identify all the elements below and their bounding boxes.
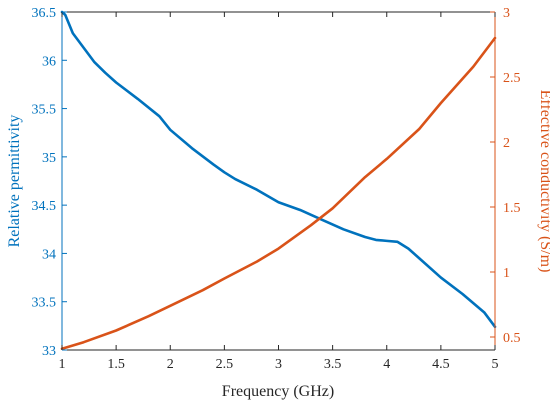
x-tick-label: 4.5 — [432, 357, 450, 372]
x-axis-title: Frequency (GHz) — [222, 383, 334, 400]
x-tick-label: 2 — [167, 357, 174, 372]
y-left-tick-label: 33.5 — [32, 296, 57, 311]
x-tick-label: 2.5 — [216, 357, 234, 372]
y-right-tick-label: 1 — [503, 266, 510, 281]
x-tick-label: 3.5 — [324, 357, 342, 372]
y-left-tick-label: 35.5 — [32, 103, 57, 118]
y-right-tick-label: 2 — [503, 136, 510, 151]
y-left-tick-label: 34.5 — [32, 199, 57, 214]
x-tick-label: 1.5 — [107, 357, 125, 372]
x-tick-label: 1 — [59, 357, 66, 372]
x-tick-label: 5 — [492, 357, 499, 372]
x-tick-label: 4 — [383, 357, 390, 372]
y-left-tick-label: 34 — [42, 247, 56, 262]
y-left-tick-label: 35 — [42, 151, 56, 166]
y-left-tick-label: 36 — [42, 54, 56, 69]
y-left-tick-label: 36.5 — [32, 6, 57, 21]
series-layer — [60, 10, 497, 351]
y-left-tick-label: 33 — [42, 344, 56, 359]
y-right-tick-label: 1.5 — [503, 201, 521, 216]
y-left-axis-title: Relative permittivity — [6, 115, 23, 248]
conductivity-series-line — [60, 36, 497, 351]
ticks-layer: 1 1.5 2 2.5 3 3.5 4 4.5 53333.53434.53535.53636.… — [32, 6, 521, 372]
permittivity-series-line — [60, 10, 497, 329]
plot-background — [62, 12, 495, 350]
y-right-tick-label: 3 — [503, 6, 510, 21]
y-right-axis-title: Effective conductivity (S/m) — [537, 90, 550, 273]
y-right-tick-label: 2.5 — [503, 71, 521, 86]
x-tick-label: 3 — [275, 357, 282, 372]
y-right-tick-label: 0.5 — [503, 331, 521, 346]
